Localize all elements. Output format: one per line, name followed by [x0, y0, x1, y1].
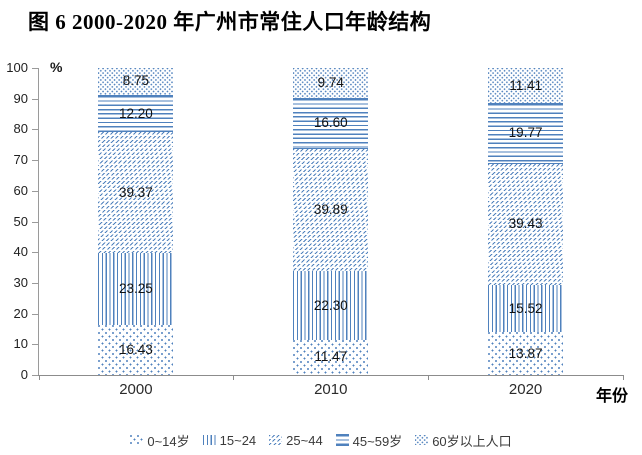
legend-item: 45~59岁 [335, 431, 403, 450]
data-label: 11.47 [314, 349, 348, 365]
x-axis-line [38, 375, 623, 376]
y-tick-label: 30 [13, 274, 28, 290]
y-tick-label: 20 [13, 305, 28, 321]
y-tick-label: 90 [13, 90, 28, 106]
bar-segment: 39.89 [293, 148, 369, 272]
y-tick-mark [32, 252, 38, 254]
legend-item: 0~14岁 [130, 431, 190, 450]
y-tick-label: 10 [13, 336, 28, 352]
bar-segment: 12.20 [98, 94, 174, 133]
y-tick-mark [32, 98, 38, 100]
y-tick-mark [32, 129, 38, 131]
bar-segment: 15.52 [488, 284, 564, 333]
y-tick-mark [32, 221, 38, 223]
y-tick-mark [32, 344, 38, 346]
y-tick-mark [32, 282, 38, 284]
data-label: 16.60 [313, 115, 348, 131]
data-label: 23.25 [119, 280, 153, 296]
data-label: 12.20 [119, 105, 153, 121]
x-tick-mark [428, 375, 430, 380]
legend-swatch-dots-sparse-icon [130, 435, 144, 445]
bar-segment: 39.43 [488, 163, 564, 285]
bar-segment: 9.74 [293, 68, 369, 98]
data-label: 9.74 [317, 74, 344, 90]
bar-segment: 23.25 [98, 253, 174, 325]
data-label: 16.43 [119, 341, 153, 357]
legend-swatch-dots-dense-icon [415, 435, 429, 445]
legend-label: 45~59岁 [352, 433, 403, 449]
data-label: 13.87 [508, 345, 543, 361]
bar-segment: 19.77 [488, 103, 564, 164]
data-label: 11.41 [509, 77, 542, 93]
legend-label: 15~24 [219, 432, 257, 448]
y-tick-label: 100 [6, 60, 28, 75]
y-tick-label: 50 [13, 213, 28, 229]
legend-label: 0~14岁 [147, 433, 190, 449]
x-category-label: 2020 [508, 381, 543, 398]
y-tick-mark [32, 313, 38, 315]
data-label: 8.75 [122, 73, 150, 89]
y-tick-label: 80 [13, 121, 28, 137]
data-label: 22.30 [313, 297, 348, 313]
y-tick-label: 60 [13, 182, 28, 198]
x-tick-mark [38, 375, 40, 380]
legend-item: 60岁以上人口 [415, 431, 512, 450]
data-label: 15.52 [508, 300, 543, 316]
legend: 0~14岁 15~24 25~44 45~59岁 60岁以上人口 [0, 429, 642, 451]
y-tick-label: 70 [13, 152, 28, 168]
y-tick-label: 0 [20, 367, 28, 382]
y-tick-mark [32, 190, 38, 192]
legend-label: 25~44 [286, 432, 323, 448]
data-label: 19.77 [508, 125, 543, 141]
bar-segment: 16.60 [293, 97, 369, 149]
y-tick-mark [32, 375, 38, 376]
bar-segment: 8.75 [98, 68, 174, 95]
legend-item: 15~24 [202, 432, 257, 448]
legend-swatch-hlines-icon [335, 434, 349, 446]
legend-item: 25~44 [269, 433, 323, 448]
x-tick-mark [623, 375, 624, 380]
y-axis-line [38, 68, 39, 375]
data-label: 39.43 [508, 216, 543, 232]
data-label: 39.37 [119, 184, 153, 200]
legend-swatch-diag-icon [269, 435, 283, 445]
bar-segment: 13.87 [488, 332, 564, 375]
y-tick-label: 40 [13, 244, 28, 260]
y-axis-unit-label: % [50, 59, 63, 75]
bar-segment: 39.37 [98, 132, 174, 254]
x-category-label: 2000 [119, 381, 153, 398]
chart-title: 图 6 2000-2020 年广州市常住人口年龄结构 [28, 10, 432, 34]
bar-segment: 11.41 [488, 68, 564, 104]
x-category-label: 2010 [314, 381, 348, 398]
bar-segment: 11.47 [293, 339, 369, 375]
bar-segment: 16.43 [98, 324, 174, 375]
y-tick-mark [32, 68, 38, 69]
x-axis-title: 年份 [596, 388, 629, 405]
y-tick-mark [32, 160, 38, 162]
data-label: 39.89 [313, 202, 348, 218]
legend-label: 60岁以上人口 [432, 433, 512, 449]
x-tick-mark [233, 375, 235, 380]
bar-segment: 22.30 [293, 271, 369, 340]
legend-swatch-vlines-icon [202, 435, 216, 445]
